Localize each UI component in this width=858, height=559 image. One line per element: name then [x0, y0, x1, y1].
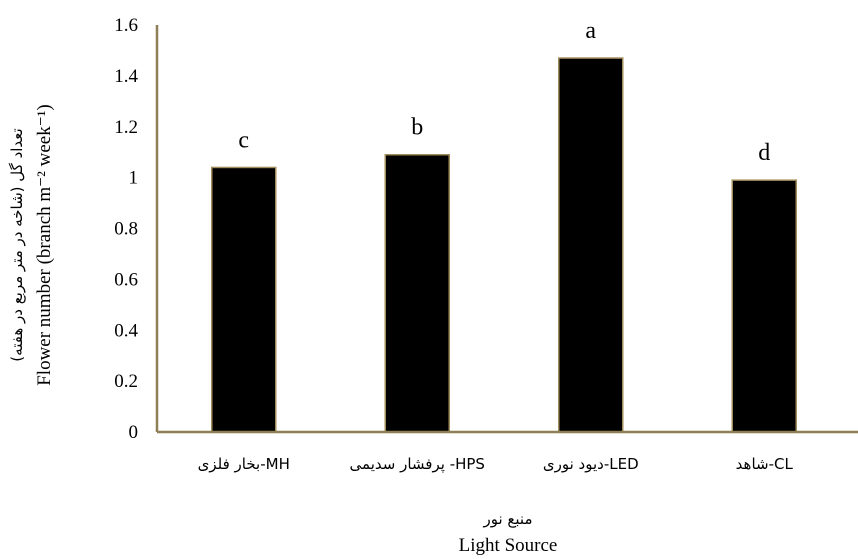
- y-tick-label: 1.6: [114, 15, 138, 36]
- significance-letters: c b a d: [238, 18, 770, 166]
- significance-letter: d: [758, 140, 770, 166]
- significance-letter: a: [585, 18, 596, 44]
- y-tick-label: 0.4: [114, 320, 138, 341]
- x-category-label: بخار فلزی-MH: [198, 455, 290, 473]
- y-axis-label-en: Flower number (branch m⁻² week⁻¹): [34, 104, 55, 386]
- y-tick-label: 1.2: [114, 117, 138, 138]
- x-axis-categories: بخار فلزی-MH پرفشار سدیمی -HPS دیود نوری-L…: [198, 455, 794, 474]
- x-category-label: دیود نوری-LED: [543, 455, 639, 473]
- x-axis-label-fa: منبع نور: [482, 510, 532, 528]
- x-category-label: شاهد-CL: [736, 455, 794, 473]
- bar: [384, 153, 450, 433]
- x-axis-label-en: Light Source: [459, 535, 558, 556]
- bar: [211, 166, 277, 433]
- y-tick-label: 0: [129, 422, 139, 443]
- y-tick-label: 0.6: [114, 269, 138, 290]
- y-axis-ticks: 0 0.2 0.4 0.6 0.8 1 1.2 1.4 1.6: [114, 15, 138, 443]
- significance-letter: c: [238, 127, 249, 153]
- significance-letter: b: [411, 115, 423, 141]
- y-tick-label: 1.4: [114, 66, 138, 87]
- y-axis-label-fa: تعداد گل (شاخه در متر مربع در هفته): [8, 128, 26, 361]
- bars: [211, 57, 797, 433]
- y-tick-label: 1: [129, 168, 139, 189]
- bar: [731, 179, 797, 433]
- bar: [558, 57, 624, 433]
- x-category-label: پرفشار سدیمی -HPS: [350, 455, 485, 474]
- y-tick-label: 0.2: [114, 371, 138, 392]
- y-tick-label: 0.8: [114, 219, 138, 240]
